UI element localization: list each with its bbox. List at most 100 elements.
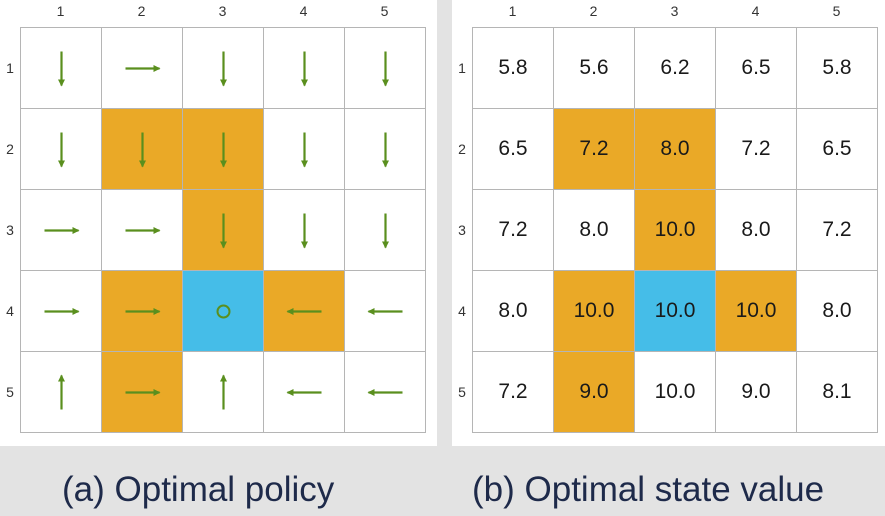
policy-cell-r5-c2: [102, 352, 183, 433]
state-value-text: 5.6: [579, 56, 609, 79]
state-value-cell-r3-c4: 8.0: [716, 190, 797, 271]
arrow-right-icon: [125, 308, 161, 315]
policy-cell-r1-c3: [183, 28, 264, 109]
state-value-cell-r2-c1: 6.5: [473, 109, 554, 190]
stay-circle-icon: [216, 304, 231, 319]
state-value-cell-r1-c4: 6.5: [716, 28, 797, 109]
state-value-text: 6.5: [741, 56, 771, 79]
state-value-text: 8.0: [741, 218, 771, 241]
policy-cell-r2-c2: [102, 109, 183, 190]
policy-column-label-2: 2: [137, 3, 146, 19]
state-value-text: 8.0: [579, 218, 609, 241]
state-value-row-label-3: 3: [458, 221, 466, 238]
arrow-down-icon: [220, 213, 227, 249]
state-value-cell-r4-c3: 10.0: [635, 271, 716, 352]
arrow-left-icon: [286, 389, 322, 396]
arrow-down-icon: [220, 51, 227, 87]
state-value-cell-r2-c4: 7.2: [716, 109, 797, 190]
state-value-text: 8.0: [822, 299, 852, 322]
policy-row-label-1: 1: [6, 59, 14, 76]
state-value-cell-r3-c3: 10.0: [635, 190, 716, 271]
policy-cell-r5-c3: [183, 352, 264, 433]
arrow-right-icon: [125, 65, 161, 72]
state-value-cell-r4-c4: 10.0: [716, 271, 797, 352]
arrow-down-icon: [220, 132, 227, 168]
state-value-cell-r3-c2: 8.0: [554, 190, 635, 271]
state-value-cell-r5-c2: 9.0: [554, 352, 635, 433]
policy-cell-r5-c5: [345, 352, 426, 433]
state-value-text: 8.0: [660, 137, 690, 160]
state-value-text: 6.2: [660, 56, 690, 79]
state-value-text: 8.1: [822, 380, 852, 403]
state-value-column-label-4: 4: [751, 3, 760, 19]
state-value-row-label-5: 5: [458, 383, 466, 400]
state-value-text: 6.5: [822, 137, 852, 160]
policy-cell-r4-c5: [345, 271, 426, 352]
policy-row-label-4: 4: [6, 302, 14, 319]
state-value-panel: 1 2 3 4 5 1 2 3 4 5 5.8 5.6 6.2 6.5 5.8 6.5 7.2 8.0 7.2 6…: [452, 0, 885, 446]
arrow-down-icon: [301, 213, 308, 249]
arrow-right-icon: [44, 308, 80, 315]
arrow-down-icon: [58, 51, 65, 87]
policy-row-label-3: 3: [6, 221, 14, 238]
state-value-column-label-5: 5: [832, 3, 841, 19]
state-value-cell-r1-c1: 5.8: [473, 28, 554, 109]
policy-cell-r3-c1: [21, 190, 102, 271]
state-value-column-label-2: 2: [589, 3, 598, 19]
state-value-text: 5.8: [822, 56, 852, 79]
state-value-text: 5.8: [498, 56, 528, 79]
policy-cell-r4-c2: [102, 271, 183, 352]
arrow-down-icon: [382, 51, 389, 87]
policy-cell-r1-c2: [102, 28, 183, 109]
state-value-column-label-3: 3: [670, 3, 679, 19]
policy-cell-r3-c4: [264, 190, 345, 271]
state-value-text: 10.0: [654, 380, 696, 403]
arrow-right-icon: [44, 227, 80, 234]
state-value-cell-r2-c2: 7.2: [554, 109, 635, 190]
state-value-row-label-1: 1: [458, 59, 466, 76]
state-value-cell-r2-c3: 8.0: [635, 109, 716, 190]
state-value-text: 7.2: [822, 218, 852, 241]
arrow-right-icon: [125, 389, 161, 396]
policy-cell-r4-c4: [264, 271, 345, 352]
state-value-row-label-2: 2: [458, 140, 466, 157]
policy-cell-r2-c4: [264, 109, 345, 190]
policy-cell-r4-c1: [21, 271, 102, 352]
arrow-right-icon: [125, 227, 161, 234]
policy-cell-r1-c4: [264, 28, 345, 109]
state-value-text: 7.2: [741, 137, 771, 160]
policy-grid: [20, 27, 426, 433]
state-value-text: 10.0: [654, 299, 696, 322]
state-value-text: 9.0: [741, 380, 771, 403]
arrow-down-icon: [139, 132, 146, 168]
policy-cell-r2-c3: [183, 109, 264, 190]
state-value-cell-r5-c1: 7.2: [473, 352, 554, 433]
state-value-caption: (b) Optimal state value: [472, 470, 825, 509]
policy-column-label-3: 3: [218, 3, 227, 19]
state-value-cell-r3-c1: 7.2: [473, 190, 554, 271]
policy-column-label-1: 1: [56, 3, 65, 19]
arrow-left-icon: [367, 308, 403, 315]
policy-cell-r3-c2: [102, 190, 183, 271]
policy-cell-r3-c5: [345, 190, 426, 271]
policy-cell-r2-c5: [345, 109, 426, 190]
state-value-cell-r4-c1: 8.0: [473, 271, 554, 352]
state-value-cell-r4-c5: 8.0: [797, 271, 878, 352]
state-value-text: 7.2: [579, 137, 609, 160]
policy-panel: 1 2 3 4 5 1 2 3 4 5: [0, 0, 437, 446]
arrow-down-icon: [301, 51, 308, 87]
arrow-down-icon: [382, 132, 389, 168]
arrow-up-icon: [58, 374, 65, 410]
policy-column-label-4: 4: [299, 3, 308, 19]
policy-cell-r1-c1: [21, 28, 102, 109]
policy-cell-r3-c3: [183, 190, 264, 271]
state-value-column-label-1: 1: [508, 3, 517, 19]
state-value-cell-r5-c3: 10.0: [635, 352, 716, 433]
state-value-text: 10.0: [735, 299, 777, 322]
state-value-cell-r1-c3: 6.2: [635, 28, 716, 109]
state-value-text: 6.5: [498, 137, 528, 160]
state-value-cell-r2-c5: 6.5: [797, 109, 878, 190]
state-value-cell-r5-c4: 9.0: [716, 352, 797, 433]
policy-cell-r5-c1: [21, 352, 102, 433]
arrow-left-icon: [367, 389, 403, 396]
